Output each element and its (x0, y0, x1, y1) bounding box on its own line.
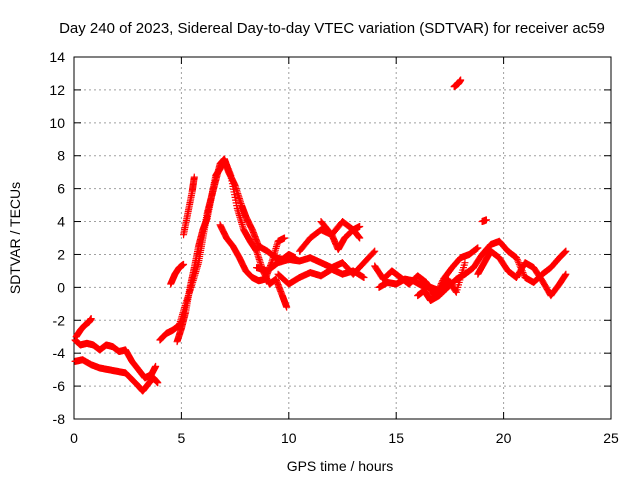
series-track-b (71, 356, 162, 395)
data-point (190, 173, 198, 181)
series-track-r (450, 76, 465, 91)
y-tick-label: -2 (53, 312, 66, 328)
series-track-a (71, 336, 160, 382)
series-track-q (478, 216, 490, 226)
data-point (356, 234, 364, 242)
data-point (512, 254, 520, 262)
y-tick-label: 2 (57, 246, 65, 262)
data-points (71, 76, 570, 395)
y-tick-label: 8 (57, 148, 65, 164)
y-tick-label: 14 (49, 49, 65, 65)
data-point (562, 247, 570, 255)
y-axis-label: SDTVAR / TECUs (7, 182, 23, 294)
grid-lines (74, 57, 611, 419)
y-tick-label: 12 (49, 82, 65, 98)
data-point (474, 244, 482, 252)
axis-ticks: 0 5 10 15 20 25 -8 -6 -4 -2 0 2 4 6 8 10 12 14 (49, 49, 619, 446)
series-track-j (274, 265, 368, 288)
y-tick-label: 10 (49, 115, 65, 131)
x-tick-label: 20 (496, 430, 512, 446)
data-point (283, 303, 291, 311)
data-point (482, 216, 490, 224)
y-tick-label: -8 (53, 411, 66, 427)
chart-title: Day 240 of 2023, Sidereal Day-to-day VTE… (59, 20, 605, 37)
data-point (513, 255, 521, 263)
data-point (152, 362, 160, 370)
y-tick-label: -4 (53, 345, 66, 361)
data-point (562, 270, 570, 278)
series-track-f (167, 260, 188, 288)
data-point (371, 247, 379, 255)
series-track-l (317, 218, 364, 254)
plot-frame (73, 56, 612, 420)
data-point (154, 379, 162, 387)
y-tick-label: 4 (57, 214, 65, 230)
data-point (457, 76, 465, 84)
data-point (461, 259, 469, 267)
x-axis-label: GPS time / hours (287, 458, 394, 474)
series-track-g (180, 173, 198, 239)
series-track-o (414, 237, 570, 305)
x-tick-label: 10 (281, 430, 297, 446)
y-tick-label: -6 (53, 378, 66, 394)
data-point (360, 273, 368, 281)
data-point (180, 260, 188, 268)
x-tick-label: 25 (603, 430, 619, 446)
x-tick-label: 0 (70, 430, 78, 446)
x-tick-label: 5 (178, 430, 186, 446)
y-tick-label: 6 (57, 181, 65, 197)
series-track-p (474, 247, 570, 300)
data-point (356, 222, 364, 230)
data-point (370, 248, 378, 256)
x-tick-label: 15 (388, 430, 404, 446)
data-point (452, 287, 460, 295)
series-track-i (253, 247, 379, 278)
series-track-c (72, 315, 95, 341)
data-point (514, 257, 522, 265)
data-point (281, 234, 289, 242)
series-track-d (156, 155, 299, 344)
y-tick-label: 0 (57, 279, 65, 295)
data-point (515, 259, 523, 267)
data-point (87, 315, 95, 323)
series-track-e (173, 155, 291, 346)
